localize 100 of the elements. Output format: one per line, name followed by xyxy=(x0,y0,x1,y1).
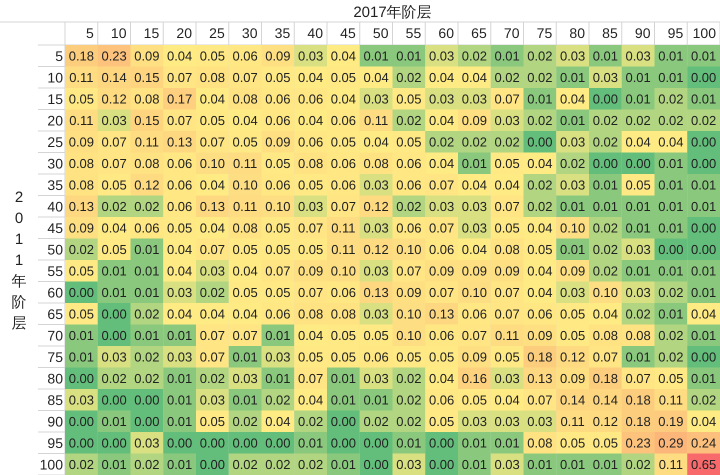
data-label: 0.05 xyxy=(428,414,454,429)
data-label: 0.02 xyxy=(690,392,716,408)
x-tick-label: 65 xyxy=(471,25,487,41)
data-label: 0.03 xyxy=(166,284,192,300)
data-label: 0.12 xyxy=(363,198,389,214)
data-label: 0.07 xyxy=(200,242,226,257)
data-label: 0.07 xyxy=(200,349,226,364)
y-tick-label: 40 xyxy=(47,198,64,214)
data-label: 0.11 xyxy=(364,112,388,128)
data-label: 0.02 xyxy=(428,134,454,150)
data-label: 0.09 xyxy=(462,263,488,278)
data-label: 0.06 xyxy=(298,91,324,106)
data-label: 0.13 xyxy=(363,284,389,300)
x-tick-label: 90 xyxy=(634,25,651,41)
data-label: 0.11 xyxy=(658,456,684,472)
data-label: 0.09 xyxy=(462,349,488,364)
data-label: 0.05 xyxy=(232,134,258,150)
data-label: 0.01 xyxy=(166,370,192,386)
data-label: 0.07 xyxy=(101,134,127,150)
data-label: 0.03 xyxy=(166,349,192,364)
y-tick-label: 100 xyxy=(40,456,64,472)
data-label: 0.01 xyxy=(166,328,192,343)
data-label: 0.12 xyxy=(101,91,127,106)
data-label: 0.03 xyxy=(101,112,127,128)
data-label: 0.06 xyxy=(166,177,192,192)
data-label: 0.13 xyxy=(428,306,454,322)
data-label: 0.07 xyxy=(298,370,324,386)
data-label: 0.02 xyxy=(101,370,127,386)
data-label: 0.02 xyxy=(494,134,520,150)
data-label: 0.11 xyxy=(232,198,258,214)
data-label: 0.03 xyxy=(462,198,488,214)
data-label: 0.01 xyxy=(690,263,716,278)
data-label: 0.03 xyxy=(363,177,389,192)
data-label: 0.07 xyxy=(592,349,618,364)
data-label: 0.00 xyxy=(363,456,389,472)
y-tick-label: 75 xyxy=(47,348,64,365)
x-tick-label: 55 xyxy=(406,25,422,41)
data-label: 0.00 xyxy=(68,414,94,429)
y-tick-label: 80 xyxy=(47,370,64,386)
data-label: 0.01 xyxy=(560,456,586,472)
data-label: 0.03 xyxy=(462,414,488,429)
data-label: 0.05 xyxy=(625,177,651,192)
data-label: 0.18 xyxy=(592,370,618,386)
data-label: 0.04 xyxy=(200,177,226,192)
data-label: 0.09 xyxy=(428,263,454,278)
data-label: 0.00 xyxy=(527,134,553,150)
data-label: 0.04 xyxy=(232,306,258,322)
data-label: 0.01 xyxy=(527,456,553,472)
data-label: 0.02 xyxy=(527,198,553,214)
data-label: 0.06 xyxy=(363,349,389,364)
data-label: 0.08 xyxy=(298,156,324,171)
data-label: 0.02 xyxy=(232,414,258,429)
data-label: 0.01 xyxy=(592,198,618,214)
data-label: 0.03 xyxy=(298,48,324,64)
data-label: 0.09 xyxy=(298,263,324,278)
data-label: 0.12 xyxy=(134,177,160,192)
data-label: 0.02 xyxy=(658,91,684,106)
data-label: 0.02 xyxy=(298,456,324,472)
data-label: 0.02 xyxy=(592,242,618,257)
data-label: 0.05 xyxy=(200,414,226,429)
data-label: 0.02 xyxy=(200,370,226,386)
data-label: 0.00 xyxy=(101,328,127,343)
data-label: 0.01 xyxy=(330,370,356,386)
data-label: 0.04 xyxy=(330,48,356,64)
data-label: 0.05 xyxy=(265,156,291,171)
data-label: 0.23 xyxy=(625,435,651,450)
data-label: 0.00 xyxy=(690,349,716,364)
data-label: 0.07 xyxy=(298,220,324,236)
data-label: 0.07 xyxy=(200,328,226,343)
x-tick-label: 85 xyxy=(602,25,618,41)
data-label: 0.19 xyxy=(658,414,684,429)
data-label: 0.05 xyxy=(265,242,291,257)
data-label: 0.04 xyxy=(462,70,488,85)
data-label: 0.06 xyxy=(134,220,160,236)
data-label: 0.02 xyxy=(592,263,618,278)
x-tick-label: 40 xyxy=(307,25,324,41)
data-label: 0.07 xyxy=(527,392,553,408)
data-label: 0.02 xyxy=(658,349,684,364)
data-label: 0.01 xyxy=(592,177,618,192)
data-label: 0.07 xyxy=(494,306,520,322)
data-label: 0.04 xyxy=(363,70,389,85)
data-label: 0.01 xyxy=(625,263,651,278)
data-label: 0.05 xyxy=(560,328,586,343)
data-label: 0.01 xyxy=(330,392,356,408)
data-label: 0.02 xyxy=(396,112,422,128)
data-label: 0.00 xyxy=(68,435,94,450)
data-label: 0.10 xyxy=(265,198,291,214)
data-label: 0.03 xyxy=(101,349,127,364)
data-label: 0.02 xyxy=(298,414,324,429)
data-label: 0.00 xyxy=(428,456,454,472)
data-label: 0.05 xyxy=(265,70,291,85)
data-label: 0.11 xyxy=(331,242,356,257)
data-label: 0.04 xyxy=(690,414,716,429)
data-label: 0.06 xyxy=(330,112,356,128)
data-label: 0.08 xyxy=(134,156,160,171)
data-label: 0.00 xyxy=(625,156,651,171)
x-tick-label: 20 xyxy=(176,25,192,41)
x-tick-label: 10 xyxy=(110,25,127,41)
data-label: 0.01 xyxy=(101,414,127,429)
data-label: 0.03 xyxy=(625,48,651,64)
